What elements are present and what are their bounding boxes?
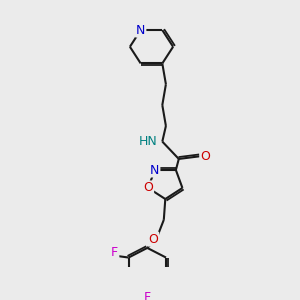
Text: O: O: [143, 182, 153, 194]
Text: O: O: [200, 150, 210, 163]
Text: HN: HN: [139, 135, 158, 148]
Text: N: N: [150, 164, 159, 176]
Text: F: F: [111, 246, 118, 259]
Text: F: F: [144, 291, 151, 300]
Text: O: O: [148, 232, 158, 246]
Text: N: N: [136, 24, 146, 37]
